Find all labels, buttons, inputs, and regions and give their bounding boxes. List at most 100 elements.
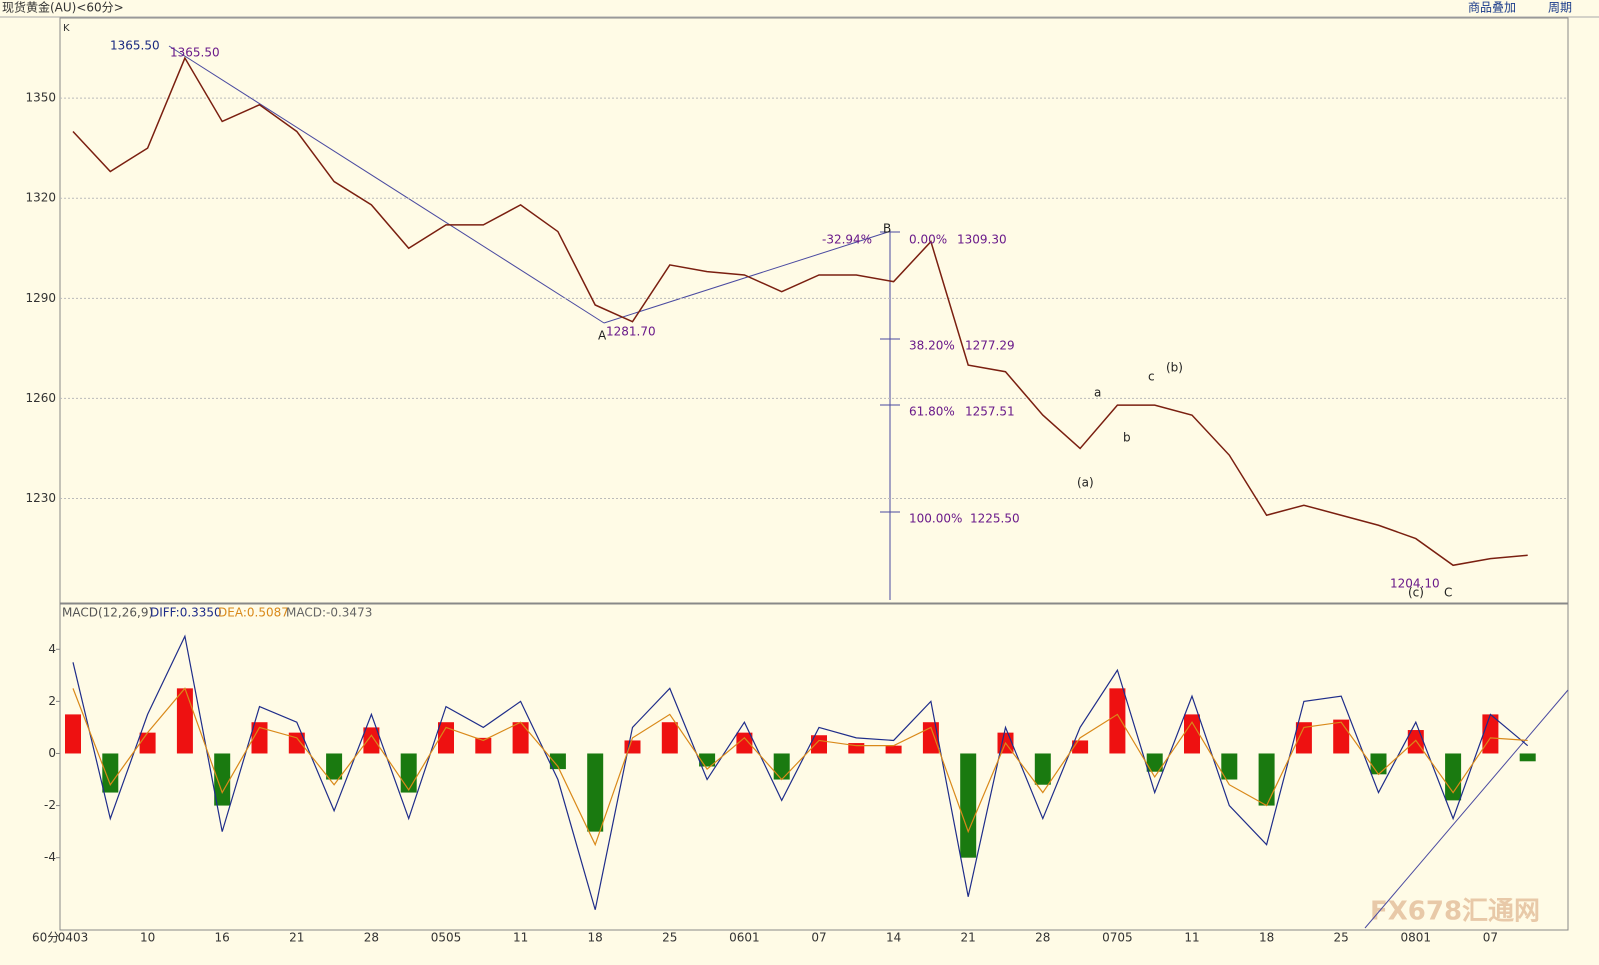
y-tick-label: 1260 — [25, 391, 56, 405]
macd-bar — [475, 737, 492, 754]
trend-line — [603, 231, 889, 324]
axis-unit: 60分 — [32, 931, 59, 945]
x-tick-label: 28 — [364, 931, 379, 945]
macd-bar — [773, 753, 790, 780]
macd-bar — [624, 740, 641, 754]
x-tick-label: 25 — [1334, 931, 1349, 945]
macd-bar — [1221, 753, 1238, 780]
macd-bar — [1333, 719, 1350, 754]
indicator-title: MACD(12,26,9) — [62, 606, 153, 620]
macd-bar — [661, 722, 678, 754]
x-tick-label: 10 — [140, 931, 155, 945]
x-tick-label: 0601 — [729, 931, 760, 945]
macd-bar — [326, 753, 343, 780]
annotation: 1204.10 — [1390, 577, 1440, 591]
macd-bar — [960, 753, 977, 858]
period-button[interactable]: 周期 — [1548, 1, 1572, 15]
annotation: C — [1444, 586, 1452, 600]
annotation: A — [598, 329, 607, 343]
annotation: 1277.29 — [965, 339, 1015, 353]
overlay-button[interactable]: 商品叠加 — [1468, 0, 1516, 15]
x-tick-label: 11 — [1184, 931, 1199, 945]
x-tick-label: 0705 — [1102, 931, 1133, 945]
x-tick-label: 21 — [289, 931, 304, 945]
macd-line — [72, 634, 1529, 910]
x-tick-label: 16 — [215, 931, 230, 945]
macd-bar — [102, 753, 119, 793]
annotation: 100.00% — [909, 512, 962, 526]
macd-bar — [363, 727, 380, 754]
price-line — [72, 56, 1528, 567]
macd-frame — [59, 603, 1569, 931]
legend-entry: DEA:0.5087 — [218, 606, 289, 620]
annotation: 1225.50 — [970, 512, 1020, 526]
macd-bar — [1295, 722, 1312, 754]
annotation: 61.80% — [909, 405, 955, 419]
annotation: (a) — [1077, 476, 1094, 490]
macd-bar — [736, 732, 753, 754]
y-tick-label: 1230 — [25, 491, 56, 505]
annotation: 38.20% — [909, 339, 955, 353]
y-tick-label: 4 — [48, 642, 56, 656]
y-tick-label: 0 — [48, 746, 56, 760]
legend-entry: DIFF:0.3350 — [150, 606, 222, 620]
x-tick-label: 0505 — [431, 931, 462, 945]
annotation: (c) — [1408, 586, 1424, 600]
annotation: 1257.51 — [965, 405, 1015, 419]
macd-trend-line — [1364, 689, 1569, 929]
annotation: B — [883, 222, 891, 236]
x-tick-label: 0403 — [58, 931, 89, 945]
y-tick-label: 1320 — [25, 191, 56, 205]
macd-bar — [549, 753, 566, 770]
macd-bar — [400, 753, 417, 793]
y-tick-label: -4 — [44, 850, 56, 864]
macd-bar — [1445, 753, 1462, 801]
price-frame — [59, 17, 1569, 604]
y-tick-label: 1350 — [25, 91, 56, 105]
macd-bar — [1109, 688, 1126, 754]
macd-bar — [176, 688, 193, 754]
x-tick-label: 11 — [513, 931, 528, 945]
y-tick-label: -2 — [44, 798, 56, 812]
macd-bar — [214, 753, 231, 806]
x-tick-label: 07 — [1483, 931, 1498, 945]
x-tick-label: 18 — [588, 931, 603, 945]
macd-bar — [1407, 730, 1424, 754]
annotation: 1309.30 — [957, 233, 1007, 247]
x-tick-label: 14 — [886, 931, 901, 945]
x-tick-label: 07 — [811, 931, 826, 945]
x-tick-label: 21 — [961, 931, 976, 945]
x-tick-label: 18 — [1259, 931, 1274, 945]
macd-bar — [1482, 714, 1499, 754]
macd-bar — [848, 743, 865, 754]
macd-bar — [811, 735, 827, 754]
y-tick-label: 1290 — [25, 291, 56, 305]
macd-line — [72, 687, 1528, 847]
annotation: 0.00% — [909, 233, 947, 247]
annotation: 1365.50 — [110, 39, 160, 53]
macd-bar — [1370, 753, 1387, 775]
annotation: b — [1123, 431, 1131, 445]
annotation: -32.94% — [822, 233, 872, 247]
macd-bar — [587, 753, 604, 832]
legend-entry: MACD:-0.3473 — [286, 606, 372, 620]
watermark: FX678汇通网 — [1370, 897, 1540, 927]
x-tick-label: 25 — [662, 931, 677, 945]
trend-line — [168, 45, 605, 324]
annotation: a — [1094, 386, 1101, 400]
annotation: (b) — [1166, 361, 1183, 375]
macd-bar — [65, 714, 81, 754]
header-title: 现货黄金(AU)<60分> — [2, 0, 124, 15]
x-tick-label: 0801 — [1401, 931, 1432, 945]
annotation: c — [1148, 370, 1155, 384]
macd-bar — [438, 722, 454, 754]
macd-bar — [1146, 753, 1163, 772]
y-tick-label: 2 — [48, 694, 56, 708]
macd-bar — [1184, 714, 1200, 754]
macd-bar — [1034, 753, 1051, 785]
macd-bar — [1258, 753, 1275, 806]
fib-ticks — [880, 231, 900, 513]
macd-bar — [139, 732, 156, 754]
